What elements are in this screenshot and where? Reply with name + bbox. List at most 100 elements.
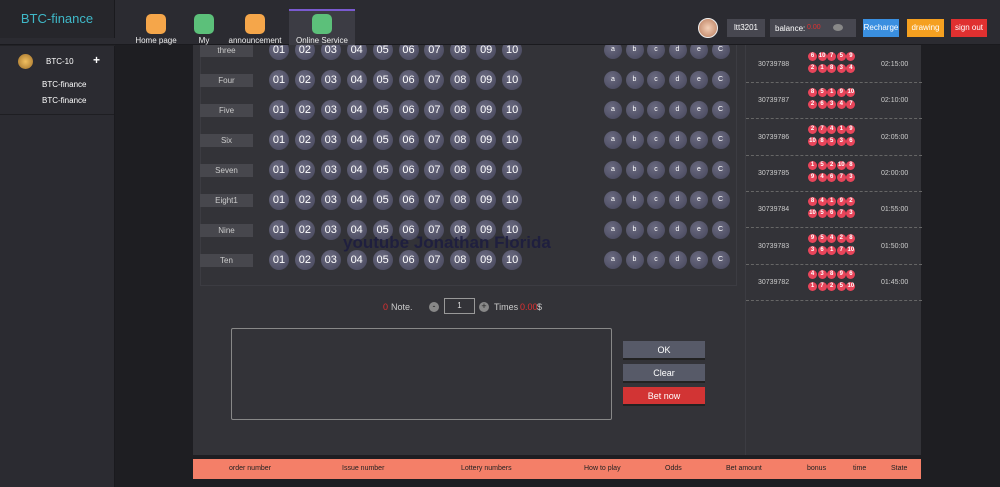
number-ball[interactable]: 08 (450, 220, 471, 240)
number-ball[interactable]: 02 (294, 45, 315, 60)
number-ball[interactable]: 02 (294, 130, 315, 150)
action-button[interactable]: Bet now (623, 387, 705, 406)
number-ball[interactable]: 05 (372, 45, 393, 60)
option-ball[interactable]: d (668, 71, 687, 89)
number-ball[interactable]: 03 (320, 70, 341, 90)
number-ball[interactable]: 05 (372, 220, 393, 240)
option-ball[interactable]: b (625, 101, 644, 119)
option-ball[interactable]: e (690, 71, 708, 89)
option-ball[interactable]: b (625, 161, 644, 179)
number-ball[interactable]: 03 (320, 190, 341, 210)
number-ball[interactable]: 04 (346, 190, 367, 210)
number-ball[interactable]: 10 (502, 45, 523, 60)
number-ball[interactable]: 03 (320, 250, 341, 270)
option-ball[interactable]: b (625, 251, 644, 269)
number-ball[interactable]: 03 (320, 100, 341, 120)
number-ball[interactable]: 02 (294, 100, 315, 120)
number-ball[interactable]: 08 (450, 45, 471, 60)
number-ball[interactable]: 02 (294, 70, 315, 90)
option-ball[interactable]: b (625, 191, 644, 209)
option-ball[interactable]: a (604, 191, 622, 209)
number-ball[interactable]: 01 (269, 190, 289, 210)
option-ball[interactable]: a (604, 161, 622, 179)
nav-item[interactable]: My (198, 36, 210, 45)
option-ball[interactable]: c (647, 161, 665, 179)
option-ball[interactable]: e (690, 191, 708, 209)
option-ball[interactable]: C (711, 191, 730, 209)
number-ball[interactable]: 10 (502, 100, 523, 120)
number-ball[interactable]: 05 (372, 70, 393, 90)
toggle-visibility[interactable] (833, 24, 843, 31)
number-ball[interactable]: 08 (450, 130, 471, 150)
number-ball[interactable]: 01 (269, 70, 289, 90)
option-ball[interactable]: d (668, 131, 687, 149)
number-ball[interactable]: 02 (294, 190, 315, 210)
number-ball[interactable]: 05 (372, 190, 393, 210)
option-ball[interactable]: c (647, 191, 665, 209)
action-button[interactable]: OK (623, 341, 705, 360)
number-ball[interactable]: 02 (294, 250, 315, 270)
number-ball[interactable]: 07 (424, 70, 445, 90)
number-ball[interactable]: 10 (502, 250, 523, 270)
number-ball[interactable]: 04 (346, 130, 367, 150)
plus-button[interactable]: + (479, 302, 489, 312)
number-ball[interactable]: 06 (398, 160, 419, 180)
option-ball[interactable]: C (711, 221, 730, 239)
number-ball[interactable]: 09 (476, 100, 497, 120)
number-ball[interactable]: 06 (398, 190, 419, 210)
header-button[interactable]: drawing (907, 19, 944, 37)
option-ball[interactable]: b (625, 71, 644, 89)
nav-item[interactable]: Home page (135, 36, 177, 45)
nav-item[interactable]: announcement (228, 36, 282, 45)
number-ball[interactable]: 08 (450, 100, 471, 120)
number-ball[interactable]: 06 (398, 130, 419, 150)
number-ball[interactable]: 03 (320, 220, 341, 240)
number-ball[interactable]: 07 (424, 220, 445, 240)
number-ball[interactable]: 10 (502, 220, 523, 240)
number-ball[interactable]: 02 (294, 220, 315, 240)
number-ball[interactable]: 09 (476, 130, 497, 150)
option-ball[interactable]: d (668, 161, 687, 179)
option-ball[interactable]: c (647, 131, 665, 149)
number-ball[interactable]: 05 (372, 160, 393, 180)
option-ball[interactable]: b (625, 45, 644, 59)
expand[interactable]: + (93, 53, 101, 67)
nav-icon[interactable] (146, 14, 166, 34)
option-ball[interactable]: a (604, 45, 622, 59)
number-ball[interactable]: 04 (346, 160, 367, 180)
number-ball[interactable]: 07 (424, 160, 445, 180)
action-button[interactable]: Clear (623, 364, 705, 383)
option-ball[interactable]: c (647, 101, 665, 119)
option-ball[interactable]: c (647, 251, 665, 269)
number-ball[interactable]: 04 (346, 250, 367, 270)
option-ball[interactable]: a (604, 101, 622, 119)
game-name[interactable]: BTC-10 (46, 57, 74, 66)
multiple-input[interactable]: 1 (444, 298, 475, 314)
option-ball[interactable]: a (604, 71, 622, 89)
number-ball[interactable]: 07 (424, 250, 445, 270)
number-ball[interactable]: 03 (320, 160, 341, 180)
number-ball[interactable]: 09 (476, 70, 497, 90)
header-button[interactable]: sign out (951, 19, 987, 37)
option-ball[interactable]: C (711, 101, 730, 119)
number-ball[interactable]: 01 (269, 220, 289, 240)
minus-button[interactable]: - (429, 302, 439, 312)
number-ball[interactable]: 03 (320, 45, 341, 60)
number-ball[interactable]: 03 (320, 130, 341, 150)
number-ball[interactable]: 01 (269, 160, 289, 180)
number-ball[interactable]: 09 (476, 190, 497, 210)
option-ball[interactable]: e (690, 251, 708, 269)
number-ball[interactable]: 10 (502, 70, 523, 90)
option-ball[interactable]: a (604, 131, 622, 149)
bet-textarea[interactable] (231, 328, 612, 420)
number-ball[interactable]: 08 (450, 250, 471, 270)
option-ball[interactable]: b (625, 131, 644, 149)
nav-icon[interactable] (194, 14, 214, 34)
number-ball[interactable]: 02 (294, 160, 315, 180)
option-ball[interactable]: e (690, 221, 708, 239)
nav-item[interactable]: Online Service (295, 36, 349, 45)
option-ball[interactable]: e (690, 161, 708, 179)
nav-icon[interactable] (312, 14, 332, 34)
number-ball[interactable]: 04 (346, 70, 367, 90)
option-ball[interactable]: d (668, 221, 687, 239)
